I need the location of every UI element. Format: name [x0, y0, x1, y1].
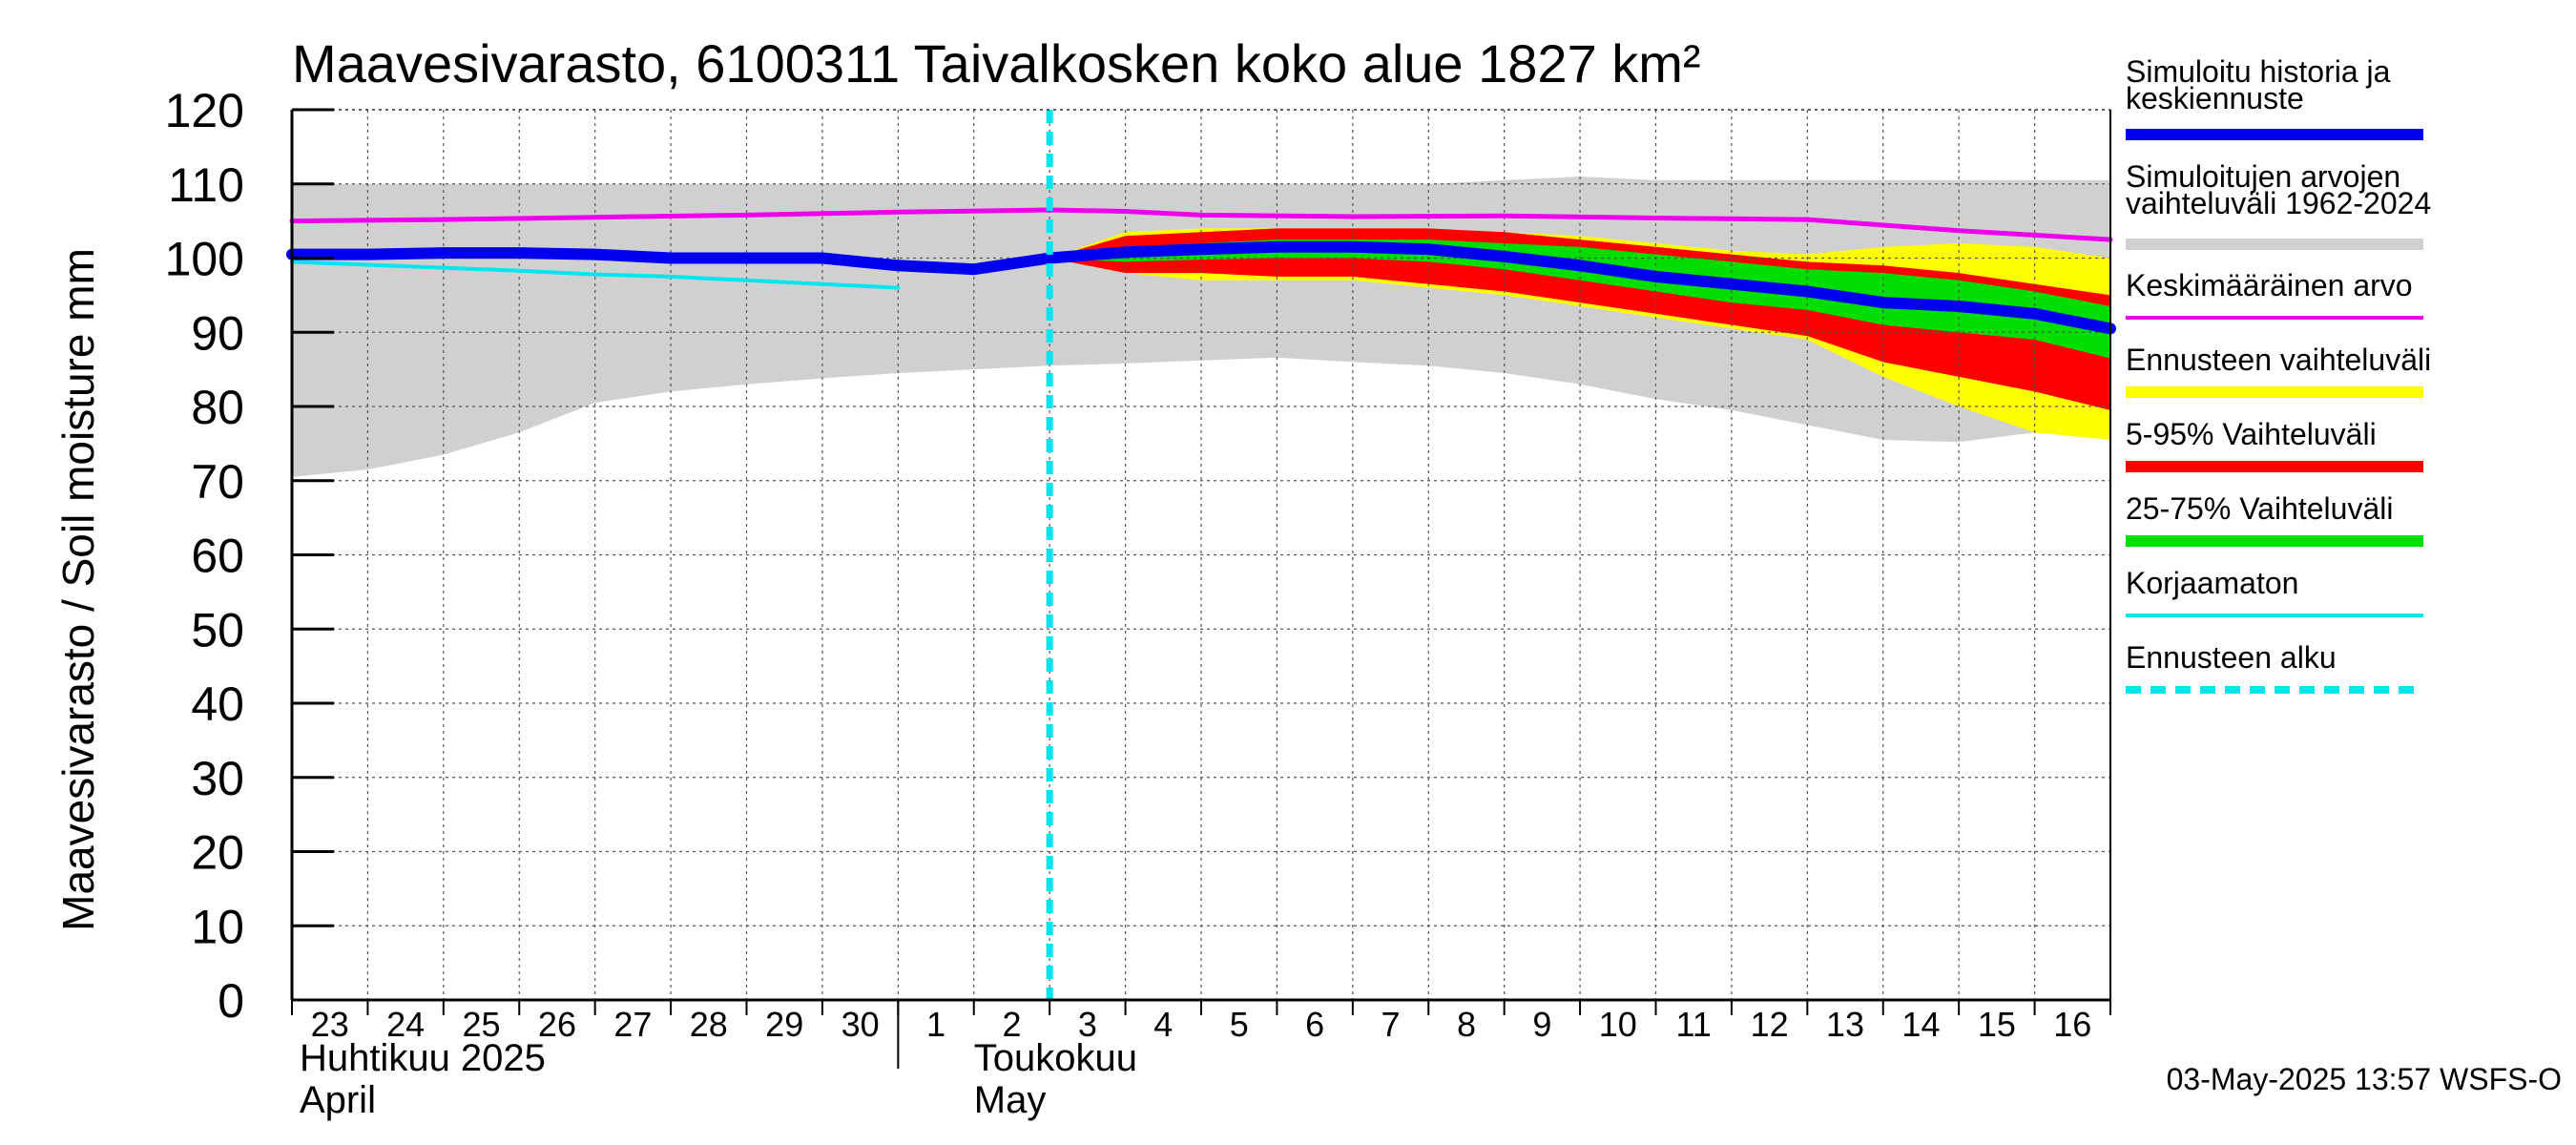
y-tick-label: 10	[191, 900, 244, 953]
x-tick-label: 12	[1751, 1005, 1789, 1044]
y-tick-label: 20	[191, 826, 244, 880]
x-ticks: 23 24 25 26 27 28 29 30 1 2 3 4 5 6 7 8 9 10 11 12 13 14 15 16	[291, 1000, 2111, 1044]
series-line-6	[286, 240, 2116, 335]
y-tick-label: 60	[191, 530, 244, 583]
x-tick-label: 13	[1826, 1005, 1864, 1044]
legend-label: Ennusteen vaihteluväli	[2126, 343, 2431, 377]
y-ticks: 0 10 20 30 40 50 60 70 80 90 100 110 120	[165, 84, 334, 1028]
x-tick-label: 1	[926, 1005, 945, 1044]
legend-label: Keskimääräinen arvo	[2126, 268, 2413, 302]
x-tick-label: 8	[1457, 1005, 1476, 1044]
x-tick-label: 16	[2053, 1005, 2091, 1044]
month-label: Toukokuu	[974, 1037, 1137, 1079]
x-tick-label: 7	[1381, 1005, 1401, 1044]
grid-layer	[292, 110, 2110, 1000]
x-tick-label: 11	[1676, 1005, 1712, 1044]
x-tick-label: 3	[1078, 1005, 1097, 1044]
x-tick-label: 23	[311, 1005, 349, 1044]
x-tick-label: 29	[765, 1005, 803, 1044]
y-axis-label: Maavesivarasto / Soil moisture mm	[53, 248, 103, 931]
lines-layer	[286, 110, 2116, 1000]
x-tick-label: 26	[538, 1005, 576, 1044]
series-line-5	[290, 260, 901, 290]
y-tick-label: 40	[191, 677, 244, 731]
legend-label: vaihteluväli 1962-2024	[2126, 186, 2431, 220]
y-tick-label: 0	[218, 974, 244, 1028]
month-label-en: May	[974, 1079, 1047, 1121]
x-tick-label: 24	[386, 1005, 425, 1044]
y-tick-label: 120	[165, 84, 244, 137]
legend-label: Ennusteen alku	[2126, 640, 2337, 675]
legend-label: Korjaamaton	[2126, 566, 2298, 600]
x-tick-label: 5	[1230, 1005, 1249, 1044]
y-tick-label: 100	[165, 233, 244, 286]
legend-label: 5-95% Vaihteluväli	[2126, 417, 2377, 451]
series-line-4	[289, 207, 2113, 242]
legend-label: 25-75% Vaihteluväli	[2126, 491, 2393, 526]
y-tick-label: 30	[191, 752, 244, 805]
timestamp-footer: 03-May-2025 13:57 WSFS-O	[2167, 1062, 2562, 1096]
x-tick-label: 6	[1305, 1005, 1324, 1044]
x-tick-label: 14	[1901, 1005, 1940, 1044]
month-label: Huhtikuu 2025	[300, 1037, 546, 1079]
y-tick-label: 70	[191, 455, 244, 509]
x-tick-label: 27	[613, 1005, 652, 1044]
x-tick-label: 25	[463, 1005, 501, 1044]
x-tick-label: 28	[690, 1005, 728, 1044]
x-tick-label: 10	[1599, 1005, 1637, 1044]
x-tick-label: 9	[1532, 1005, 1551, 1044]
month-label-en: April	[300, 1079, 376, 1121]
legend-label: Simuloitu historia ja	[2126, 54, 2391, 89]
chart-title: Maavesivarasto, 6100311 Taivalkosken kok…	[292, 33, 1701, 94]
legend-label: Simuloitujen arvojen	[2126, 159, 2400, 194]
x-tick-label: 15	[1978, 1005, 2016, 1044]
x-tick-label: 30	[841, 1005, 880, 1044]
y-tick-label: 110	[168, 158, 244, 212]
x-tick-label: 4	[1153, 1005, 1173, 1044]
x-tick-label: 2	[1002, 1005, 1021, 1044]
y-tick-label: 80	[191, 381, 244, 434]
y-tick-label: 90	[191, 306, 244, 360]
y-tick-label: 50	[191, 603, 244, 656]
legend-label: keskiennuste	[2126, 81, 2304, 115]
